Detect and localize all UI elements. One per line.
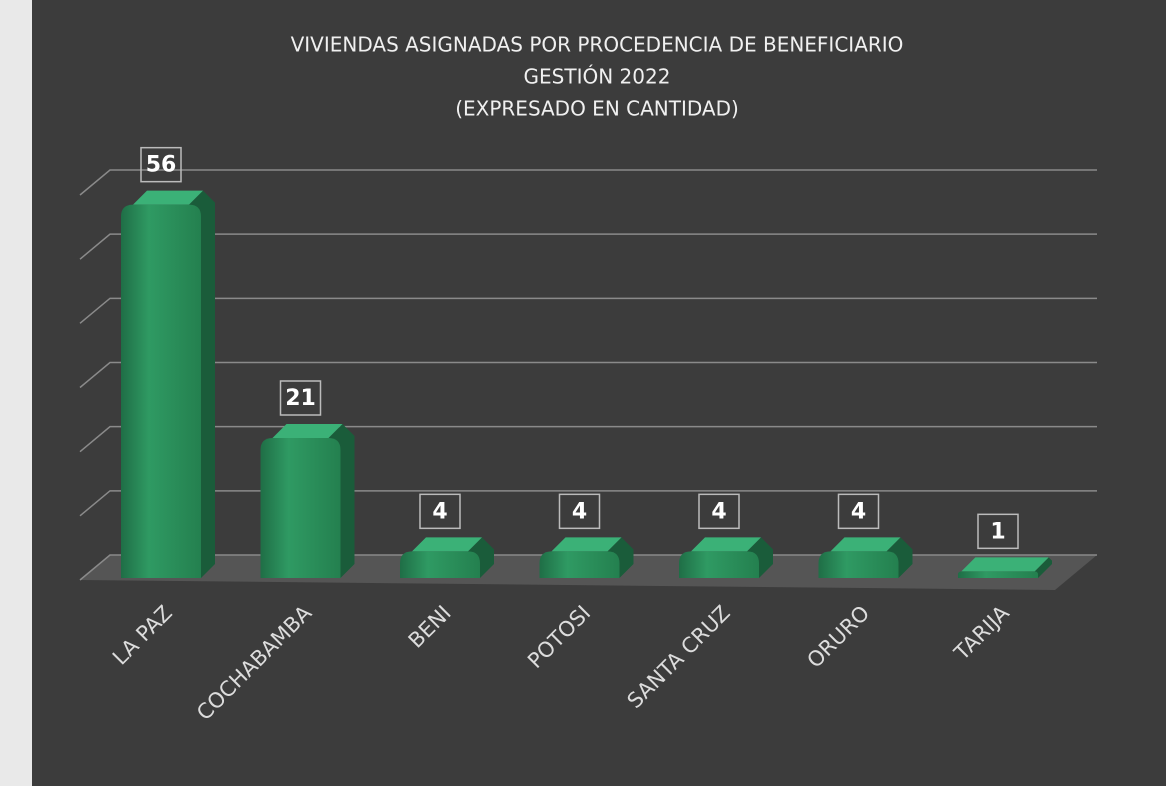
- data-label-box: [279, 380, 322, 416]
- data-label-box: [837, 493, 880, 530]
- bar-front: [818, 551, 899, 578]
- grid-line: [79, 425, 1097, 453]
- data-label: 56: [146, 153, 177, 178]
- data-label: 21: [285, 386, 316, 411]
- bar-top: [551, 537, 622, 552]
- data-label-box: [419, 493, 461, 530]
- chart-background: [32, 0, 1166, 786]
- bar-top: [830, 537, 901, 552]
- bar-front: [400, 551, 480, 578]
- grid-line: [79, 361, 1097, 389]
- bar-front: [260, 438, 341, 578]
- bar-top: [961, 557, 1049, 572]
- data-label: 4: [432, 499, 447, 524]
- bar-side: [468, 537, 494, 578]
- bar-front: [958, 571, 1038, 578]
- data-label: 4: [711, 499, 726, 524]
- bar: [679, 537, 773, 578]
- bar: [958, 557, 1052, 578]
- data-label-box: [558, 493, 601, 530]
- bar-top: [691, 537, 761, 552]
- data-label-box: [140, 146, 182, 183]
- grid-line: [79, 169, 1097, 196]
- data-label-box: [698, 493, 740, 530]
- unit-label: (EXPRESADO EN CANTIDAD): [455, 97, 739, 121]
- bar: [121, 190, 215, 578]
- grid-line: [79, 297, 1097, 324]
- grid-line: [79, 490, 1097, 517]
- bar-top: [412, 537, 482, 552]
- data-label-box: [977, 513, 1019, 550]
- chart-subtitle: GESTIÓN 2022: [524, 65, 671, 89]
- data-label: 1: [990, 519, 1005, 544]
- bar: [260, 424, 355, 578]
- bar-side: [886, 537, 913, 578]
- data-label: 4: [572, 499, 587, 524]
- bar: [539, 537, 634, 578]
- bar-top: [272, 424, 343, 438]
- bar-front: [121, 204, 201, 578]
- bar-side: [747, 537, 773, 578]
- bar-side: [607, 537, 634, 578]
- bar-front: [679, 551, 759, 578]
- bar: [400, 537, 494, 578]
- grid-line: [79, 233, 1097, 260]
- bar-side: [1034, 557, 1052, 578]
- bar-top: [133, 190, 203, 205]
- data-label: 4: [851, 499, 866, 524]
- bar: [818, 537, 913, 578]
- bar-front: [539, 551, 620, 578]
- chart-title: VIVIENDAS ASIGNADAS POR PROCEDENCIA DE B…: [291, 33, 904, 57]
